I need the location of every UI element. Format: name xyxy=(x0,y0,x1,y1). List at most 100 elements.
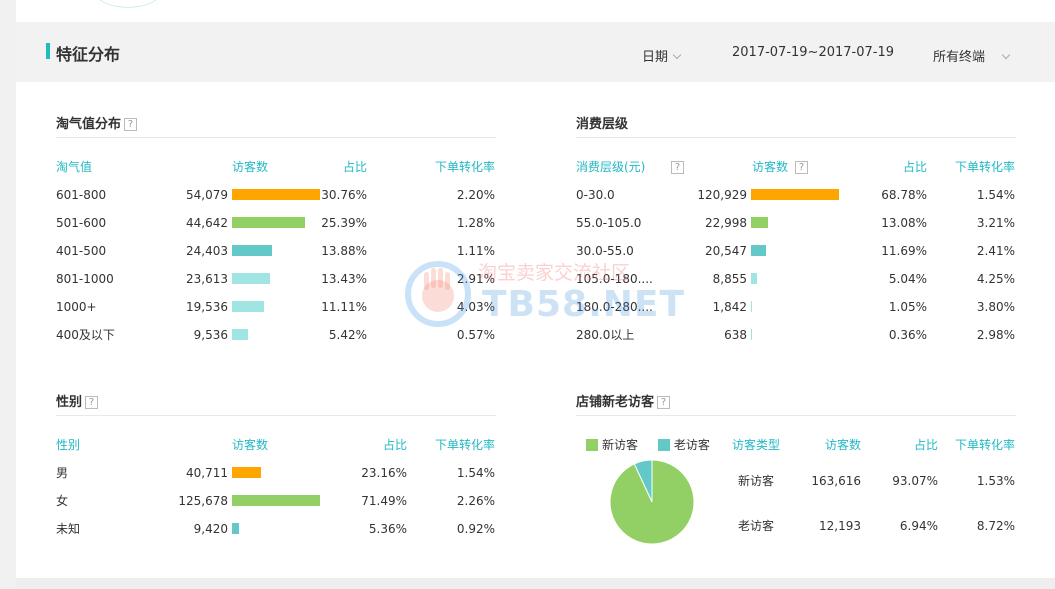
legend-swatch xyxy=(657,439,670,451)
previous-chart-arc xyxy=(92,0,164,8)
table-row: 280.0以上 638 0.36% 2.98% xyxy=(576,325,1016,345)
row-visitors: 120,929 xyxy=(697,188,747,202)
visitor-conversion: 8.72% xyxy=(976,519,1015,533)
row-conversion: 0.57% xyxy=(456,328,495,342)
legend-item-new[interactable]: 新访客 xyxy=(586,438,638,452)
table-row: 180.0-280.... 1,842 1.05% 3.80% xyxy=(576,297,1016,317)
table-row: 801-1000 23,613 13.43% 2.91% xyxy=(56,269,496,289)
header-col-3: 占比 xyxy=(382,438,407,452)
row-visitors: 40,711 xyxy=(186,466,228,480)
pie-legend: 新访客 老访客 xyxy=(586,435,710,455)
section-title: 消费层级 xyxy=(576,113,628,132)
row-bar xyxy=(232,217,305,228)
table-row: 105.0-180.... 8,855 5.04% 4.25% xyxy=(576,269,1016,289)
visitor-share: 93.07% xyxy=(892,474,938,488)
new-old-pie-chart[interactable] xyxy=(609,459,695,545)
visitor-count: 12,193 xyxy=(819,519,861,533)
header-col-1: 性别 xyxy=(56,438,81,452)
row-share: 5.36% xyxy=(368,522,407,536)
table-row: 男 40,711 23.16% 1.54% xyxy=(56,463,496,483)
table-row: 1000+ 19,536 11.11% 4.03% xyxy=(56,297,496,317)
section-divider xyxy=(56,415,496,416)
page-title: 特征分布 xyxy=(56,45,121,64)
help-icon[interactable]: ? xyxy=(795,161,808,174)
table-header: 消费层级(元)? 访客数? 占比 下单转化率 xyxy=(576,157,1016,177)
row-share: 11.69% xyxy=(881,244,927,258)
terminal-dropdown[interactable]: 所有终端 xyxy=(933,46,1011,65)
row-share: 68.78% xyxy=(881,188,927,202)
row-share: 11.11% xyxy=(321,300,367,314)
row-conversion: 1.11% xyxy=(456,244,495,258)
row-bar xyxy=(751,189,839,200)
row-bar xyxy=(751,273,757,284)
bottom-strip xyxy=(16,578,1055,589)
row-visitors: 9,536 xyxy=(193,328,228,342)
row-bar xyxy=(751,329,752,340)
header-col-1: 消费层级(元) xyxy=(576,160,646,174)
gender-section: 性别? 性别 访客数 占比 下单转化率男 40,711 23.16% 1.54% 女 125,6… xyxy=(56,391,496,541)
date-dropdown[interactable]: 日期 xyxy=(642,46,682,65)
row-visitors: 44,642 xyxy=(186,216,228,230)
table-header: 访客类型 访客数 占比 下单转化率 xyxy=(576,435,1016,455)
date-range-text: 2017-07-19~2017-07-19 xyxy=(732,45,894,60)
visitor-conversion: 1.53% xyxy=(976,474,1015,488)
row-label: 801-1000 xyxy=(56,272,114,286)
help-icon[interactable]: ? xyxy=(85,396,99,409)
consumption-section: 消费层级 消费层级(元)? 访客数? 占比 下单转化率 0-30.0 120,929 68.… xyxy=(576,113,1016,353)
new-old-visitors-section: 店铺新老访客? 新访客 老访客 访客类型 访客数 占比 下单转化率 新访客 16… xyxy=(576,391,1016,571)
terminal-dropdown-label: 所有终端 xyxy=(933,50,986,65)
row-share: 13.88% xyxy=(321,244,367,258)
row-visitors: 9,420 xyxy=(193,522,228,536)
header-col-3: 占比 xyxy=(342,160,367,174)
header-col-2: 访客数 xyxy=(232,438,269,452)
table-row: 601-800 54,079 30.76% 2.20% xyxy=(56,185,496,205)
row-share: 0.36% xyxy=(888,328,927,342)
legend-item-old[interactable]: 老访客 xyxy=(657,438,710,452)
header-col-1: 淘气值 xyxy=(56,160,93,174)
row-share: 23.16% xyxy=(361,466,407,480)
row-bar xyxy=(751,301,752,312)
row-bar xyxy=(232,523,239,534)
row-label: 401-500 xyxy=(56,244,107,258)
row-label: 女 xyxy=(56,494,69,508)
section-title-text: 消费层级 xyxy=(576,117,629,132)
row-label: 280.0以上 xyxy=(576,328,635,342)
row-share: 5.04% xyxy=(888,272,927,286)
chevron-down-icon xyxy=(1001,50,1011,60)
legend-swatch xyxy=(586,439,598,451)
row-label: 501-600 xyxy=(56,216,107,230)
row-label: 55.0-105.0 xyxy=(576,216,642,230)
table-row: 401-500 24,403 13.88% 1.11% xyxy=(56,241,496,261)
row-bar xyxy=(232,467,261,478)
section-title: 性别? xyxy=(56,391,99,410)
row-label: 0-30.0 xyxy=(576,188,615,202)
row-bar xyxy=(232,273,270,284)
row-conversion: 4.25% xyxy=(976,272,1015,286)
row-visitors: 24,403 xyxy=(186,244,228,258)
table-row: 501-600 44,642 25.39% 1.28% xyxy=(56,213,496,233)
header-col-4: 下单转化率 xyxy=(434,438,495,452)
row-conversion: 1.54% xyxy=(976,188,1015,202)
row-share: 13.08% xyxy=(881,216,927,230)
section-divider xyxy=(576,137,1016,138)
row-label: 30.0-55.0 xyxy=(576,244,634,258)
row-conversion: 2.20% xyxy=(456,188,495,202)
help-icon[interactable]: ? xyxy=(657,396,671,409)
visitor-type: 新访客 xyxy=(738,474,775,488)
row-share: 13.43% xyxy=(321,272,367,286)
row-bar xyxy=(232,495,320,506)
visitor-count: 163,616 xyxy=(811,474,861,488)
help-icon[interactable]: ? xyxy=(124,118,138,131)
feature-panel: 淘气值分布? 淘气值 访客数 占比 下单转化率 601-800 54,079 30.76% 2… xyxy=(16,82,1055,578)
feature-distribution-header: 特征分布 日期 2017-07-19~2017-07-19 所有终端 xyxy=(16,22,1055,82)
row-conversion: 2.98% xyxy=(976,328,1015,342)
row-bar xyxy=(751,245,766,256)
table-row: 30.0-55.0 20,547 11.69% 2.41% xyxy=(576,241,1016,261)
header-visitor-type: 访客类型 xyxy=(732,438,781,452)
row-label: 601-800 xyxy=(56,188,107,202)
help-icon[interactable]: ? xyxy=(671,161,684,174)
section-title-text: 性别 xyxy=(56,395,83,410)
row-visitors: 54,079 xyxy=(186,188,228,202)
pie-slice-new-visitors[interactable] xyxy=(609,459,695,545)
row-conversion: 2.91% xyxy=(456,272,495,286)
